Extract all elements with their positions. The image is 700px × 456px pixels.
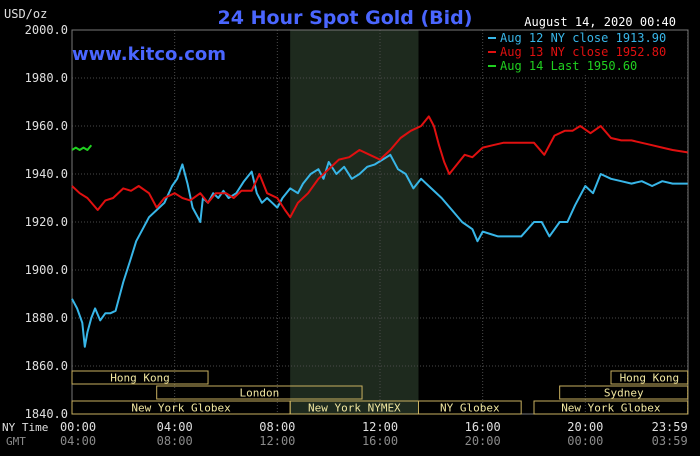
session-bar [559,385,689,400]
x-tick-ny: 23:59 [652,420,688,434]
session-label: NY Globex [440,402,500,415]
session-label: New York Globex [131,402,231,415]
x-tick-ny: 08:00 [259,420,295,434]
session-label: London [239,387,279,400]
session-bar [533,400,689,415]
y-tick-label: 1900.0 [25,263,68,277]
y-tick-label: 1880.0 [25,311,68,325]
x-tick-gmt: 04:00 [60,434,96,448]
session-bar [156,385,363,400]
gmt-row-label: GMT [6,435,26,448]
session-bar [418,400,522,415]
legend-box [484,31,686,75]
session-label: Hong Kong [620,372,680,385]
x-tick-gmt: 03:59 [652,434,688,448]
legend-entry: Aug 12 NY close 1913.90 [500,31,666,45]
x-tick-ny: 20:00 [567,420,603,434]
axes: 2000.0 1980.0 1960.0 1940.0 1920.0 1900.0 1880… [25,23,688,448]
session-label: Hong Kong [110,372,170,385]
series-line [71,115,688,219]
y-tick-label: 1840.0 [25,407,68,421]
x-tick-ny: 00:00 [60,420,96,434]
ny-time-row-label: NY Time [2,421,48,434]
chart-timestamp: August 14, 2020 00:40 [524,15,676,29]
y-tick-label: 1960.0 [25,119,68,133]
x-tick-gmt: 00:00 [567,434,603,448]
brand-watermark: www.kitco.com [72,44,226,65]
x-tick-gmt: 16:00 [362,434,398,448]
x-tick-ny: 16:00 [465,420,501,434]
chart-title: 24 Hour Spot Gold (Bid) [218,7,473,29]
y-axis-label: USD/oz [4,7,47,21]
x-tick-gmt: 08:00 [157,434,193,448]
session-bar [71,370,209,385]
x-tick-gmt: 20:00 [465,434,501,448]
y-tick-label: 2000.0 [25,23,68,37]
x-tick-ny: 04:00 [157,420,193,434]
x-tick-gmt: 12:00 [259,434,295,448]
x-tick-ny: 12:00 [362,420,398,434]
y-tick-label: 1980.0 [25,71,68,85]
y-tick-label: 1940.0 [25,167,68,181]
session-label: New York Globex [561,402,661,415]
legend-entry: Aug 14 Last 1950.60 [500,59,637,73]
plot-area: Hong Kong London New York Globex New York N… [71,29,689,415]
session-bar [610,370,689,385]
y-tick-label: 1920.0 [25,215,68,229]
y-tick-label: 1860.0 [25,359,68,373]
legend-entry: Aug 13 NY close 1952.80 [500,45,666,59]
session-label: New York NYMEX [308,402,401,415]
session-label: Sydney [604,387,644,400]
series-line [71,153,688,348]
series-line [71,144,93,151]
